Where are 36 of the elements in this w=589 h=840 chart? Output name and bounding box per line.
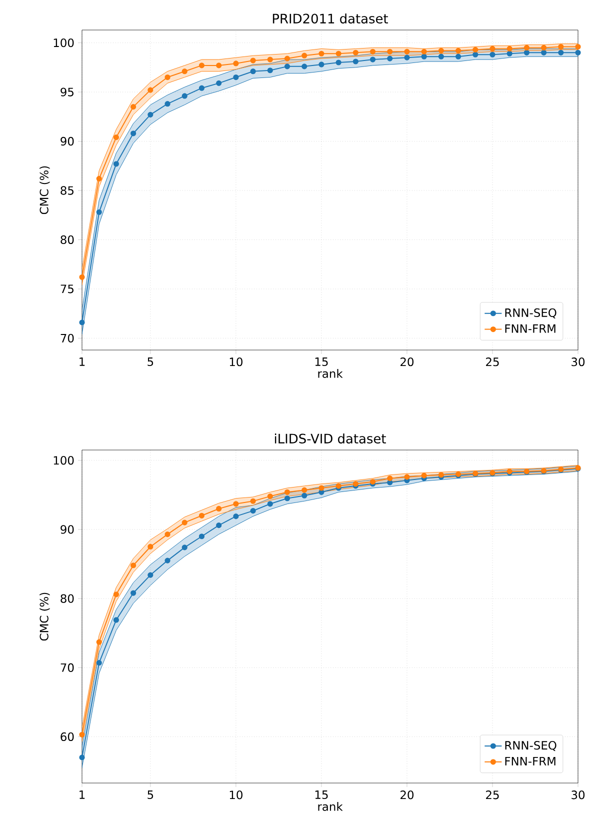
x-tick-label: 5 bbox=[148, 358, 154, 366]
x-axis-title: rank bbox=[318, 369, 343, 378]
x-tick-label: 15 bbox=[315, 790, 328, 800]
x-tick-label: 5 bbox=[148, 790, 154, 800]
y-tick-label: 85 bbox=[60, 186, 74, 195]
x-tick-label: 30 bbox=[572, 358, 585, 366]
y-tick-label: 70 bbox=[60, 663, 74, 672]
y-axis-title: CMC (%) bbox=[40, 592, 50, 641]
chart-title: iLIDS-VID dataset bbox=[274, 433, 386, 444]
x-tick-label: 10 bbox=[230, 790, 242, 800]
x-tick-label: 25 bbox=[486, 358, 499, 366]
chart-title: PRID2011 dataset bbox=[272, 13, 388, 24]
x-tick-label: 20 bbox=[400, 790, 414, 800]
x-tick-label: 30 bbox=[572, 790, 585, 800]
x-tick-label: 25 bbox=[486, 790, 499, 800]
y-tick-label: 100 bbox=[54, 38, 74, 48]
y-tick-label: 90 bbox=[60, 525, 74, 534]
y-tick-label: 70 bbox=[60, 334, 74, 343]
y-tick-label: 75 bbox=[60, 284, 74, 294]
y-tick-label: 95 bbox=[60, 88, 74, 96]
x-tick-label: 20 bbox=[400, 358, 414, 366]
legend-label: RNN-SEQ bbox=[505, 741, 556, 751]
y-tick-label: 60 bbox=[60, 732, 74, 742]
y-tick-label: 80 bbox=[60, 594, 74, 603]
y-tick-label: 80 bbox=[60, 235, 74, 244]
x-tick-label: 1 bbox=[80, 358, 85, 366]
y-axis-title: CMC (%) bbox=[40, 166, 50, 214]
x-tick-label: 15 bbox=[315, 358, 328, 366]
y-tick-label: 100 bbox=[54, 456, 74, 465]
x-tick-label: 1 bbox=[80, 790, 85, 799]
x-axis-title: rank bbox=[318, 802, 343, 811]
y-tick-label: 90 bbox=[60, 136, 74, 146]
legend-label: FNN-FRM bbox=[505, 324, 556, 333]
legend-label: FNN-FRM bbox=[505, 756, 556, 766]
x-tick-label: 10 bbox=[230, 358, 242, 366]
legend-label: RNN-SEQ bbox=[505, 308, 556, 318]
